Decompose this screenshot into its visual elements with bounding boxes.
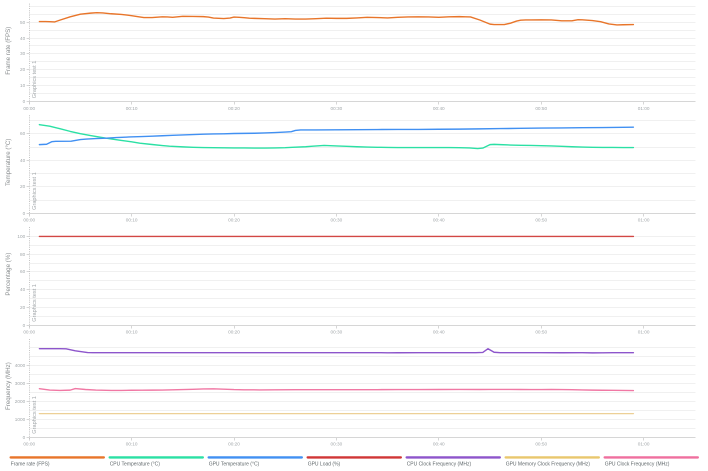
- svg-text:00:50: 00:50: [535, 106, 547, 111]
- svg-text:0: 0: [23, 435, 26, 440]
- svg-text:GPU Temperature (°C): GPU Temperature (°C): [209, 461, 260, 467]
- svg-text:00:40: 00:40: [433, 329, 445, 334]
- svg-text:1000: 1000: [15, 417, 26, 422]
- svg-text:20: 20: [20, 305, 26, 310]
- svg-text:Graphics test 1: Graphics test 1: [32, 284, 38, 322]
- svg-text:Graphics test 1: Graphics test 1: [32, 172, 38, 210]
- svg-text:00:00: 00:00: [23, 106, 35, 111]
- svg-text:60: 60: [20, 269, 26, 274]
- svg-text:Frequency (MHz): Frequency (MHz): [5, 362, 12, 410]
- svg-text:20: 20: [20, 67, 26, 72]
- svg-text:Graphics test 1: Graphics test 1: [32, 396, 38, 434]
- svg-text:4000: 4000: [15, 363, 26, 368]
- svg-text:00:00: 00:00: [23, 218, 35, 223]
- svg-text:3000: 3000: [15, 381, 26, 386]
- svg-text:00:40: 00:40: [433, 218, 445, 223]
- svg-text:00:30: 00:30: [331, 441, 343, 446]
- svg-text:00:50: 00:50: [535, 441, 547, 446]
- svg-text:00:20: 00:20: [228, 329, 240, 334]
- svg-text:0: 0: [23, 211, 26, 216]
- svg-text:01:00: 01:00: [638, 329, 650, 334]
- svg-text:CPU Clock Frequency (MHz): CPU Clock Frequency (MHz): [407, 461, 472, 467]
- svg-text:00:30: 00:30: [331, 106, 343, 111]
- svg-text:40: 40: [20, 36, 26, 41]
- svg-text:00:30: 00:30: [331, 218, 343, 223]
- svg-text:00:00: 00:00: [23, 441, 35, 446]
- svg-text:Graphics test 1: Graphics test 1: [32, 61, 38, 99]
- svg-text:00:30: 00:30: [331, 329, 343, 334]
- svg-text:80: 80: [20, 252, 26, 257]
- svg-text:2000: 2000: [15, 399, 26, 404]
- svg-text:00:20: 00:20: [228, 218, 240, 223]
- svg-text:20: 20: [20, 184, 26, 189]
- svg-text:00:10: 00:10: [126, 329, 138, 334]
- svg-text:00:10: 00:10: [126, 218, 138, 223]
- svg-text:Frame rate (FPS): Frame rate (FPS): [5, 27, 12, 75]
- svg-text:01:00: 01:00: [638, 106, 650, 111]
- svg-text:100: 100: [17, 234, 25, 239]
- svg-text:Temperature (°C): Temperature (°C): [5, 139, 12, 187]
- svg-text:30: 30: [20, 51, 26, 56]
- svg-text:50: 50: [20, 20, 26, 25]
- svg-text:00:00: 00:00: [23, 329, 35, 334]
- svg-text:01:00: 01:00: [638, 441, 650, 446]
- svg-text:40: 40: [20, 287, 26, 292]
- svg-text:GPU Load (%): GPU Load (%): [308, 461, 341, 467]
- svg-text:GPU Memory Clock Frequency (MH: GPU Memory Clock Frequency (MHz): [506, 461, 591, 467]
- svg-text:00:40: 00:40: [433, 441, 445, 446]
- svg-text:Frame rate (FPS): Frame rate (FPS): [11, 461, 50, 467]
- svg-text:CPU Temperature (°C): CPU Temperature (°C): [110, 461, 161, 467]
- svg-text:0: 0: [23, 99, 26, 104]
- svg-text:40: 40: [20, 158, 26, 163]
- svg-text:00:50: 00:50: [535, 329, 547, 334]
- svg-text:0: 0: [23, 323, 26, 328]
- svg-text:01:00: 01:00: [638, 218, 650, 223]
- svg-text:00:40: 00:40: [433, 106, 445, 111]
- svg-text:00:20: 00:20: [228, 106, 240, 111]
- svg-text:Percentage (%): Percentage (%): [5, 253, 12, 296]
- svg-text:00:10: 00:10: [126, 106, 138, 111]
- svg-text:10: 10: [20, 83, 26, 88]
- svg-text:00:10: 00:10: [126, 441, 138, 446]
- svg-text:00:50: 00:50: [535, 218, 547, 223]
- svg-text:60: 60: [20, 131, 26, 136]
- svg-text:GPU Clock Frequency (MHz): GPU Clock Frequency (MHz): [605, 461, 670, 467]
- svg-text:00:20: 00:20: [228, 441, 240, 446]
